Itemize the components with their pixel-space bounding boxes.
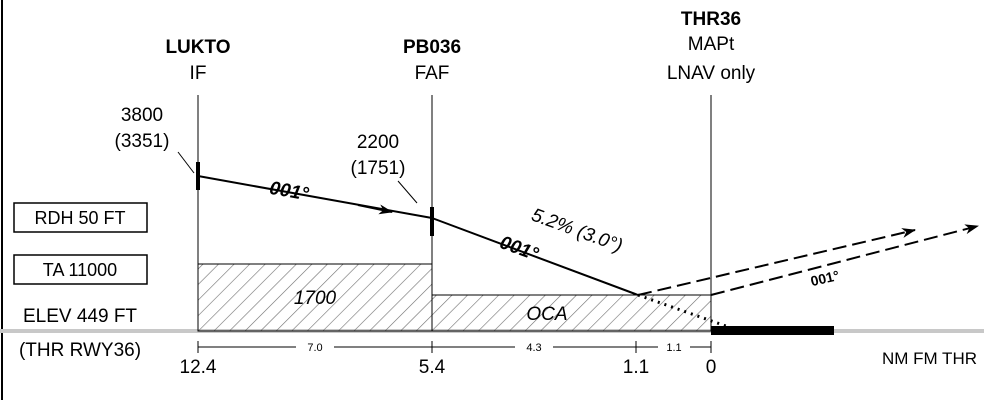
segment-distance-1: 7.0 [307,342,322,354]
final-clearance-area [431,294,712,332]
fix-role-lukto: IF [190,63,207,84]
glidepath-label: 5.2% (3.0°) [529,205,626,257]
altitude-lukto: 3800 [121,105,163,126]
rdh-box [13,202,148,233]
intermediate-track-arrow [357,204,393,215]
fix-note-thr36: LNAV only [667,63,756,84]
distance-lukto: 12.4 [180,357,217,378]
intermediate-segment [197,175,433,219]
intermediate-altitude-label: 1700 [294,288,337,309]
fix-role-thr36: MAPt [688,34,735,55]
track-label-intermediate: 001° [268,178,311,206]
track-label-final: 001° [497,232,541,265]
fix-name-thr36: THR36 [681,9,741,30]
track-label-missed: 001° [809,267,841,289]
leader-pb036 [397,180,418,204]
rdh-label: RDH 50 FT [34,208,125,228]
fix-name-lukto: LUKTO [165,37,230,58]
fix-name-pb036: PB036 [403,37,461,58]
segment-distance-3: 1.1 [666,342,681,354]
distance-unit-label: NM FM THR [882,349,977,368]
distance-thr36: 0 [706,357,717,378]
fix-role-pb036: FAF [415,63,450,84]
elevation-label: ELEV 449 FT [23,306,137,327]
ta-label: TA 11000 [43,260,117,280]
segment-label-bg-1 [296,340,334,354]
distance-pb036: 5.4 [419,357,446,378]
final-approach-path [431,217,639,296]
missed-approach-path-1 [637,228,916,296]
elevation-threshold-label: (THR RWY36) [19,340,141,361]
oca-label: OCA [526,304,567,325]
segment-label-bg-2 [515,340,553,354]
altitude-hat-lukto: (3351) [115,131,170,152]
altitude-pb036: 2200 [357,132,399,153]
altitude-hat-pb036: (1751) [351,158,406,179]
distance-step: 1.1 [623,357,649,378]
runway-bar [711,326,834,335]
ta-box [13,254,148,285]
segment-distance-2: 4.3 [526,342,541,354]
leader-lukto [177,151,195,174]
segment-label-bg-3 [658,340,690,354]
intermediate-clearance-area [197,263,433,332]
missed-approach-path-2 [710,224,979,296]
